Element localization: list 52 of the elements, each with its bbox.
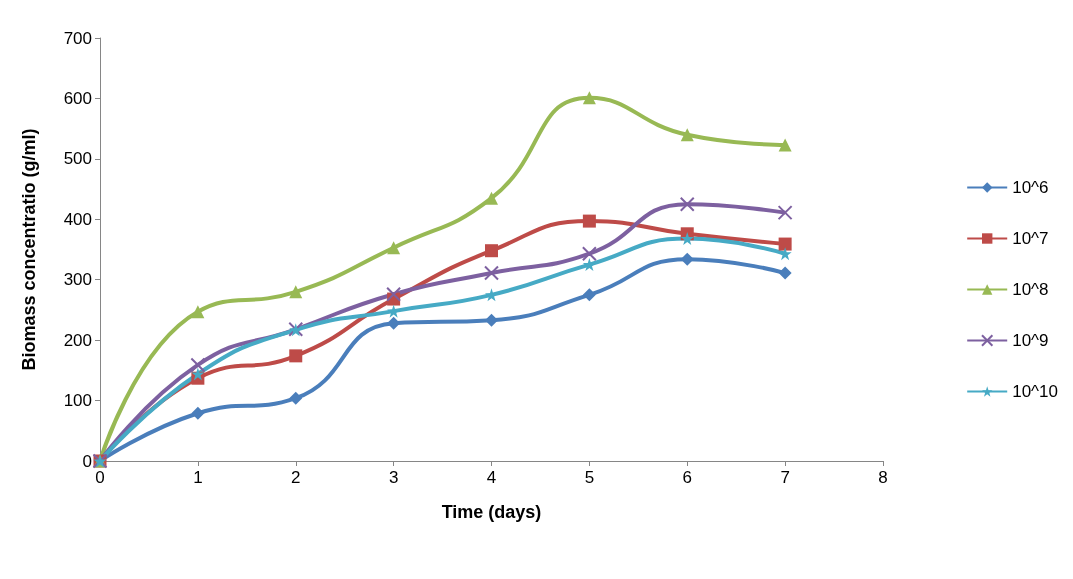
point — [778, 266, 792, 280]
legend-label: 10^8 — [1012, 280, 1049, 299]
point — [190, 357, 206, 373]
point — [484, 265, 499, 281]
point — [191, 367, 205, 381]
y-tick-label: 700 — [63, 28, 92, 48]
legend-label: 10^10 — [1012, 382, 1058, 401]
point — [680, 128, 694, 142]
point — [289, 391, 303, 405]
x-tick-label: 2 — [291, 468, 301, 487]
x-tick-label: 3 — [388, 468, 399, 487]
x-tick-label: 8 — [878, 468, 888, 487]
y-tick-label: 100 — [63, 391, 92, 411]
point — [778, 138, 792, 152]
point — [485, 313, 498, 327]
point — [191, 406, 205, 420]
y-tick-label: 200 — [63, 330, 92, 350]
point — [191, 305, 205, 319]
legend-label: 10^6 — [1012, 178, 1049, 197]
point — [777, 205, 793, 221]
y-tick-label: 600 — [63, 88, 92, 108]
point — [582, 214, 596, 228]
point — [680, 252, 694, 266]
point — [581, 246, 597, 262]
point — [289, 285, 303, 299]
y-tick-label: 300 — [63, 270, 92, 290]
point — [485, 244, 498, 258]
y-tick-label: 0 — [82, 451, 92, 471]
x-tick-label: 0 — [95, 468, 105, 487]
x-tick-label: 7 — [780, 468, 790, 487]
point — [582, 258, 596, 272]
point — [387, 316, 401, 330]
point — [386, 286, 402, 302]
y-tick-label: 400 — [63, 209, 92, 229]
y-tick-label: 500 — [63, 149, 92, 169]
point — [387, 241, 401, 255]
point — [485, 191, 498, 205]
point — [680, 232, 694, 246]
point — [485, 288, 498, 302]
x-tick-label: 1 — [193, 468, 203, 487]
x-tick-label: 4 — [486, 468, 497, 487]
point — [582, 288, 596, 302]
point — [778, 237, 792, 251]
y-axis-title: Biomass concentratio (g/ml) — [19, 128, 39, 371]
x-tick-label: 5 — [584, 468, 595, 487]
legend-label: 10^9 — [1012, 331, 1049, 350]
point — [289, 349, 303, 363]
x-tick-label: 6 — [682, 468, 692, 487]
legend-label: 10^7 — [1012, 229, 1049, 248]
point — [582, 91, 596, 105]
x-axis-title: Time (days) — [441, 502, 542, 522]
point — [679, 196, 695, 212]
